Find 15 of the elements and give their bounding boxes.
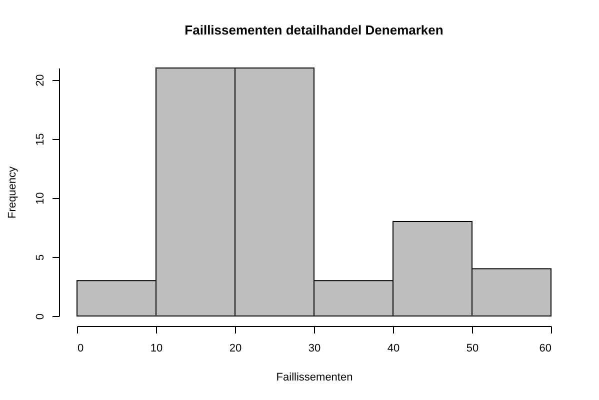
y-tick-label: 0 bbox=[34, 313, 46, 320]
chart-title: Faillissementen detailhandel Denemarken bbox=[184, 22, 444, 38]
x-tick-label: 0 bbox=[78, 342, 84, 354]
y-tick-label: 20 bbox=[34, 74, 46, 86]
x-tick-label: 20 bbox=[229, 342, 242, 354]
y-tick-label: 5 bbox=[34, 254, 46, 261]
x-tick-label: 40 bbox=[387, 342, 400, 354]
x-tick-label: 10 bbox=[150, 342, 163, 354]
x-tick-label: 50 bbox=[466, 342, 479, 354]
y-axis-title: Frequency bbox=[6, 166, 18, 218]
x-axis-title: Faillissementen bbox=[276, 372, 353, 384]
x-tick-label: 30 bbox=[308, 342, 321, 354]
x-tick-label: 60 bbox=[539, 342, 552, 354]
y-tick-label: 15 bbox=[34, 133, 46, 146]
y-tick-label: 10 bbox=[34, 192, 46, 205]
